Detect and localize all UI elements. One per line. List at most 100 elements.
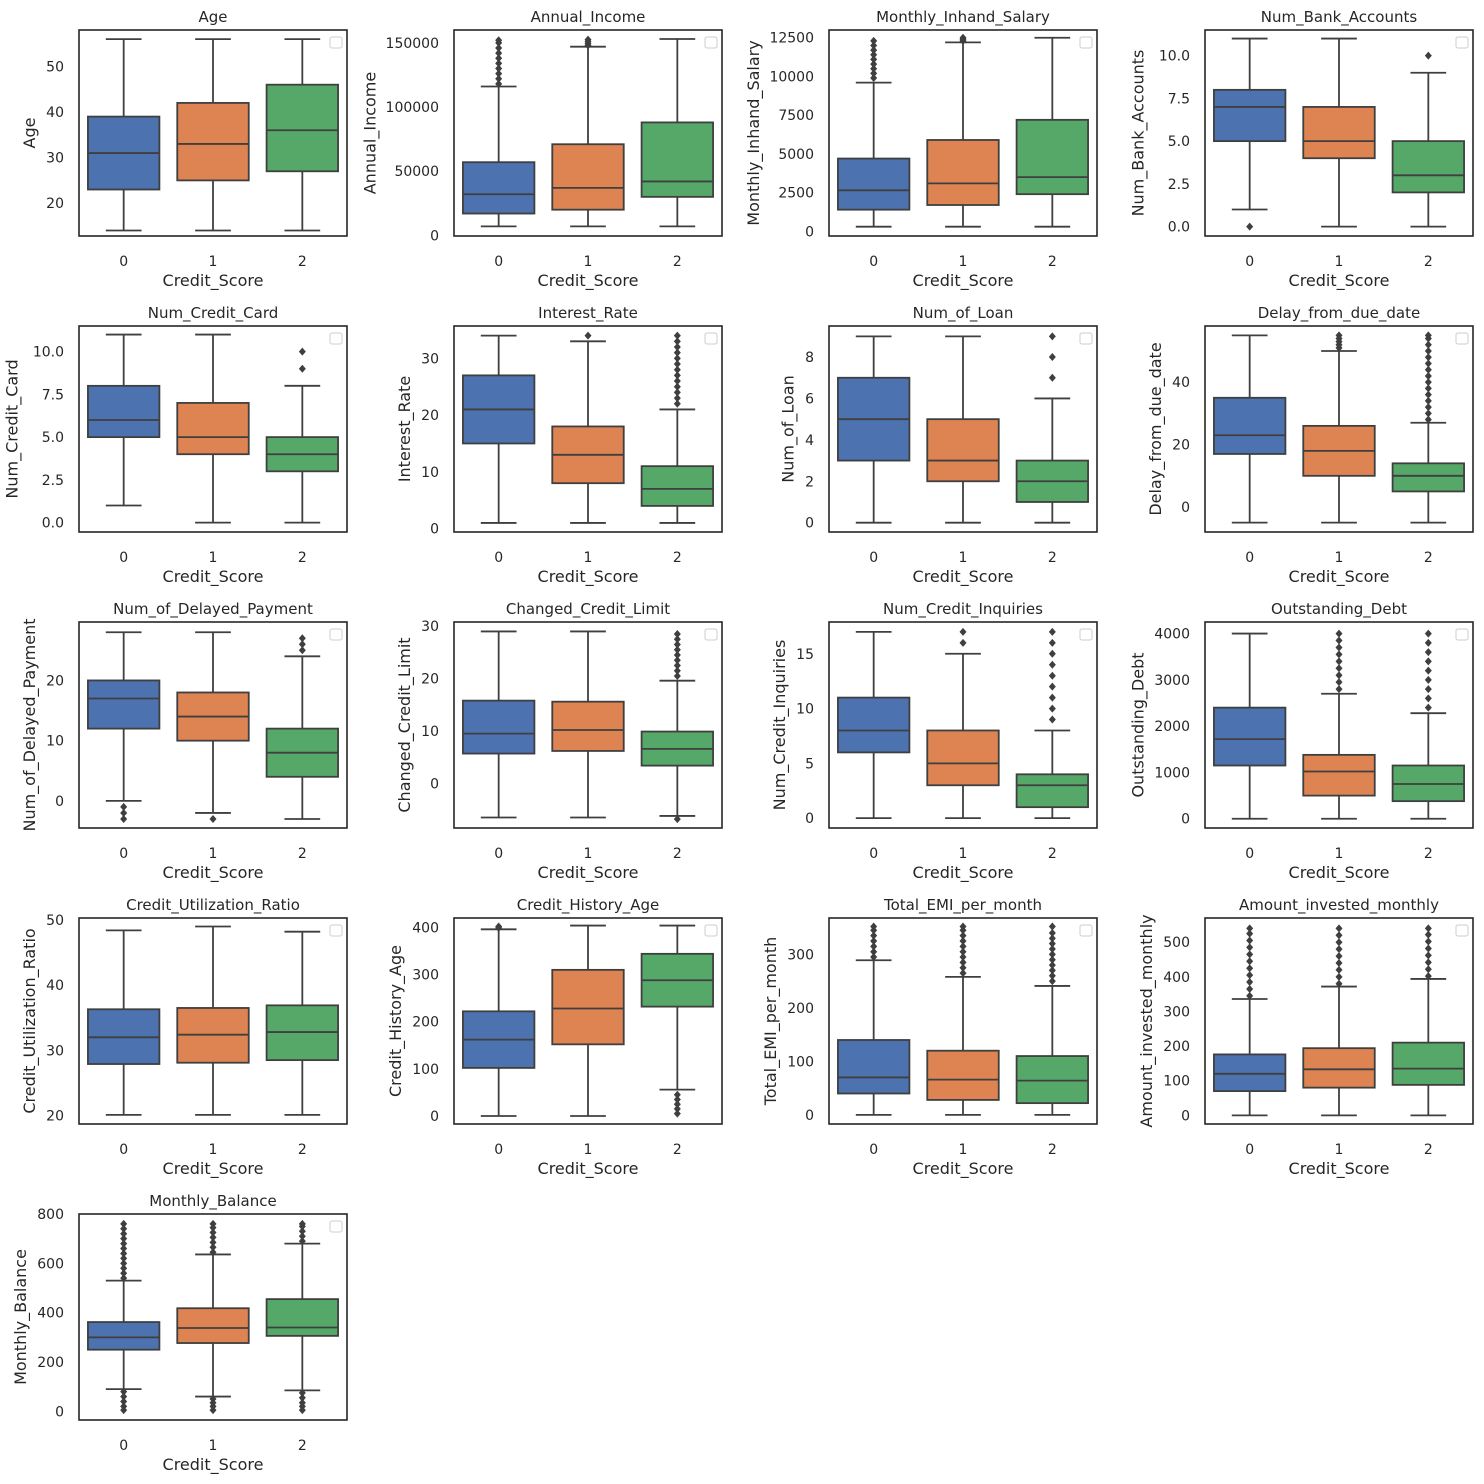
subplot-num-of-loan: Num_of_Loan 0 1 2 0 2 4 6 8 Credit_Score Num_of_Lo… (778, 304, 1098, 587)
box-credit-score-0 (1213, 334, 1287, 524)
box-credit-score-1 (926, 922, 1000, 1116)
y-tick-label: 800 (37, 1207, 64, 1223)
legend-box (1455, 628, 1469, 641)
box-credit-score-2 (265, 38, 339, 232)
outlier-marker (673, 661, 681, 670)
outlier-marker (298, 1237, 306, 1246)
axes-frame (78, 29, 348, 237)
outlier-marker (1048, 704, 1056, 713)
outlier-marker (1424, 924, 1432, 933)
outlier-marker (870, 60, 878, 69)
box-credit-score-1 (176, 333, 250, 524)
outlier-marker (1335, 643, 1343, 652)
y-axis-label: Num_Credit_Card (3, 359, 23, 498)
y-tick-label: 20 (421, 672, 439, 688)
box-credit-score-2 (1015, 627, 1089, 820)
y-tick-label: 5 (805, 756, 814, 772)
outlier-marker (1424, 703, 1432, 712)
subplot-title: Monthly_Inhand_Salary (876, 8, 1050, 27)
box-credit-score-0 (1213, 37, 1287, 231)
y-axis-label: Interest_Rate (395, 376, 415, 482)
x-tick-label: 1 (1335, 846, 1344, 862)
y-tick-label: 5.0 (42, 430, 64, 446)
subplot-num-credit-card: Num_Credit_Card 0 1 2 0.0 2.5 5.0 7.5 10.0 Credit… (3, 304, 348, 587)
outlier-marker (1335, 331, 1343, 340)
y-axis-label: Annual_Income (360, 72, 380, 195)
y-tick-label: 20 (46, 196, 64, 212)
outlier-marker (1424, 378, 1432, 387)
y-tick-label: 7500 (778, 108, 814, 124)
outlier-marker (959, 937, 967, 946)
box-credit-score-1 (1302, 629, 1376, 820)
x-tick-label: 2 (673, 846, 682, 862)
x-axis-label: Credit_Score (1289, 1159, 1390, 1179)
x-tick-label: 2 (298, 1142, 307, 1158)
x-tick-label: 2 (673, 254, 682, 270)
outlier-marker (959, 953, 967, 962)
outlier-marker (1424, 675, 1432, 684)
outlier-marker (120, 1264, 128, 1273)
box-iqr (1302, 1047, 1376, 1089)
box-credit-score-2 (1391, 331, 1465, 524)
y-tick-label: 0 (430, 776, 439, 792)
outlier-marker (959, 922, 967, 931)
y-tick-label: 10.0 (1159, 49, 1190, 65)
subplot-credit-utilization-ratio: Credit_Utilization_Ratio 0 1 2 20 30 40 50 Credi… (20, 896, 348, 1179)
subplot-age: Age 0 1 2 20 30 40 50 Credit_Score Age (20, 8, 348, 291)
box-iqr (1302, 106, 1376, 160)
legend-box (329, 332, 343, 345)
x-tick-label: 0 (119, 550, 128, 566)
legend-box (329, 924, 343, 937)
outlier-marker (1048, 971, 1056, 980)
x-tick-label: 1 (1335, 254, 1344, 270)
outlier-marker (1424, 390, 1432, 399)
outlier-marker (1048, 332, 1056, 341)
outlier-marker (1048, 977, 1056, 986)
outlier-marker (1424, 340, 1432, 349)
outlier-marker (959, 931, 967, 940)
y-tick-label: 2 (805, 474, 814, 490)
outlier-marker (870, 69, 878, 78)
outlier-marker (1048, 373, 1056, 382)
y-axis-label: Age (20, 118, 39, 149)
y-tick-label: 400 (37, 1306, 64, 1322)
outlier-marker (673, 331, 681, 340)
subplot-monthly-balance: Monthly_Balance 0 1 2 0 200 400 600 800 Credit_Sc… (11, 1192, 348, 1475)
box-credit-score-0 (837, 630, 911, 820)
subplot-title: Interest_Rate (538, 304, 638, 323)
legend-box (704, 36, 718, 49)
legend-box (704, 924, 718, 937)
y-tick-label: 150000 (386, 36, 439, 52)
y-tick-label: 300 (1163, 1004, 1190, 1020)
y-tick-label: 400 (1163, 970, 1190, 986)
outlier-marker (673, 377, 681, 386)
outlier-marker (495, 69, 503, 78)
outlier-marker (1335, 636, 1343, 645)
axes-frame (453, 29, 723, 237)
y-axis-label: Credit_Utilization_Ratio (20, 928, 40, 1113)
y-tick-label: 2000 (1154, 719, 1190, 735)
box-credit-score-1 (176, 1219, 250, 1415)
outlier-marker (673, 815, 681, 824)
x-axis-label: Credit_Score (1289, 271, 1390, 291)
outlier-marker (673, 399, 681, 408)
outlier-marker (673, 354, 681, 363)
x-tick-label: 2 (298, 846, 307, 862)
x-axis-label: Credit_Score (163, 1159, 264, 1179)
outlier-marker (1424, 666, 1432, 675)
y-tick-label: 20 (1172, 438, 1190, 454)
box-credit-score-2 (265, 930, 339, 1116)
y-axis-label: Delay_from_due_date (1146, 342, 1166, 515)
y-tick-label: 0 (430, 522, 439, 538)
outlier-marker (1424, 937, 1432, 946)
outlier-marker (870, 931, 878, 940)
x-tick-label: 0 (869, 550, 878, 566)
outlier-marker (1424, 638, 1432, 647)
x-tick-label: 0 (119, 254, 128, 270)
subplot-title: Num_of_Loan (913, 304, 1014, 323)
box-iqr (1213, 706, 1287, 767)
outlier-marker (1424, 365, 1432, 374)
y-tick-label: 30 (46, 151, 64, 167)
x-tick-label: 2 (1048, 846, 1057, 862)
